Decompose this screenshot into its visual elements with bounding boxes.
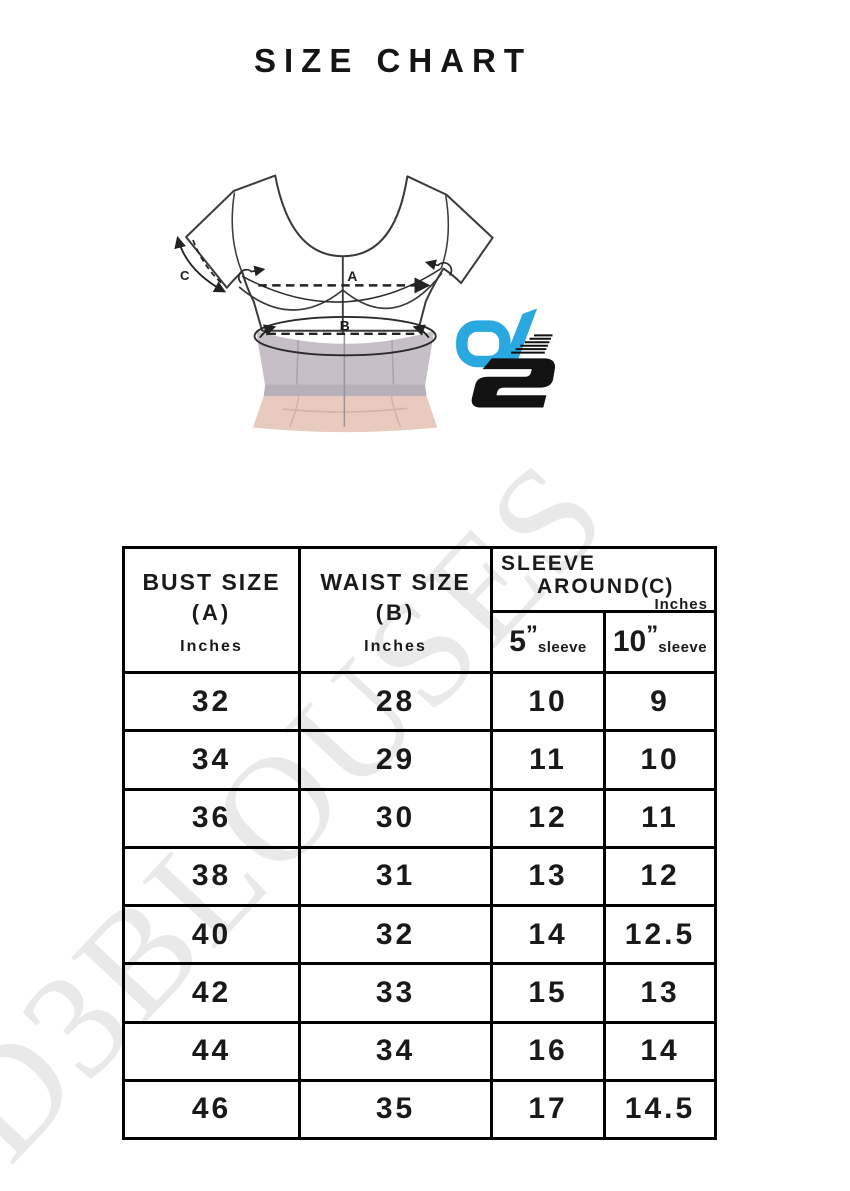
table-cell-sleeve5: 16	[493, 1020, 606, 1079]
table-cell-sleeve10: 11	[606, 787, 714, 846]
table-cell-sleeve10: 9	[606, 671, 714, 729]
table-cell-waist: 33	[301, 962, 493, 1021]
header-sleeve-5in: 5” sleeve	[493, 613, 606, 671]
table-cell-sleeve10: 13	[606, 962, 714, 1020]
sleeve-label: C	[180, 268, 190, 283]
table-cell-sleeve10: 12	[606, 845, 714, 904]
table-cell-sleeve5: 11	[493, 729, 606, 788]
logo-speed-lines	[511, 334, 553, 354]
table-cell-bust: 38	[125, 845, 301, 904]
table-cell-bust: 42	[125, 962, 301, 1021]
bust-tape-end-left	[237, 265, 266, 284]
header-sleeve-unit: Inches	[654, 596, 708, 614]
waist-measure-group: B	[253, 315, 437, 357]
header-bust-unit: Inches	[180, 637, 243, 655]
table-cell-sleeve10: 10	[606, 729, 714, 787]
sleeve-arrow-curve	[174, 236, 227, 293]
bust-label: A	[347, 268, 357, 284]
skirt-seam-left	[289, 395, 300, 428]
page-title: SIZE CHART	[254, 42, 532, 79]
sleeve-5-label: sleeve	[537, 638, 587, 656]
header-waist-unit: Inches	[364, 637, 427, 655]
header-waist-title: WAIST SIZE	[320, 568, 471, 595]
mannequin-lower-body	[252, 330, 438, 433]
bust-tape-end-right	[424, 259, 453, 276]
size-table: BUST SIZE (A) Inches WAIST SIZE (B) Inch…	[122, 546, 717, 1140]
header-sleeve-subrow: 5” sleeve 10” sleeve	[493, 613, 714, 671]
table-cell-waist: 28	[301, 671, 493, 730]
waist-arrow-left	[259, 324, 277, 339]
table-cell-sleeve5: 17	[493, 1078, 606, 1137]
table-cell-bust: 40	[125, 904, 301, 963]
table-cell-waist: 35	[301, 1078, 493, 1137]
header-sleeve: SLEEVE AROUND(C) Inches 5” sleeve 10” slee…	[493, 549, 714, 671]
sleeve-10-label: sleeve	[658, 638, 708, 656]
table-cell-bust: 32	[125, 671, 301, 730]
table-cell-waist: 34	[301, 1020, 493, 1079]
table-cell-bust: 36	[125, 787, 301, 846]
table-cell-bust: 34	[125, 729, 301, 788]
header-waist-code: (B)	[375, 599, 416, 625]
armhole-seam-left	[231, 192, 243, 272]
header-bust-title: BUST SIZE	[142, 568, 281, 595]
table-cell-sleeve10: 14	[606, 1020, 714, 1079]
table-cell-waist: 29	[301, 729, 493, 788]
sleeve-5-number: 5	[509, 625, 526, 658]
torso-seam-right	[391, 339, 395, 385]
header-bust-code: (A)	[191, 599, 232, 625]
header-sleeve-10in: 10” sleeve	[606, 613, 714, 671]
table-cell-waist: 32	[301, 904, 493, 963]
table-cell-sleeve5: 15	[493, 962, 606, 1021]
table-cell-sleeve5: 12	[493, 787, 606, 846]
underbust-curve-right	[342, 272, 443, 310]
torso-seam-left	[295, 339, 300, 385]
table-cell-bust: 46	[125, 1078, 301, 1137]
blouse-outline-group	[185, 174, 494, 335]
sleeve-10-number: 10	[612, 625, 647, 658]
table-cell-sleeve10: 14.5	[606, 1078, 714, 1137]
blouse-measurement-diagram: A B C	[160, 120, 690, 480]
waist-arrow-right	[412, 324, 430, 339]
d3-logo	[456, 308, 555, 408]
header-sleeve-title: SLEEVE AROUND(C) Inches	[493, 549, 714, 613]
waist-label: B	[340, 318, 350, 334]
sleeve-measure-group: C	[174, 236, 227, 293]
table-cell-waist: 30	[301, 787, 493, 846]
underbust-curve-left	[238, 286, 344, 311]
sleeve-10-inch-mark: ”	[646, 621, 659, 648]
header-sleeve-line1: SLEEVE	[501, 552, 596, 575]
table-cell-waist: 31	[301, 845, 493, 904]
bust-measure-group: A	[237, 259, 453, 303]
header-waist: WAIST SIZE (B) Inches	[301, 549, 493, 671]
header-sleeve-code: (C)	[641, 574, 674, 598]
logo-d-stem	[501, 308, 538, 369]
table-cell-sleeve5: 10	[493, 671, 606, 730]
header-bust: BUST SIZE (A) Inches	[125, 549, 301, 671]
sleeve-5-inch-mark: ”	[525, 621, 538, 648]
logo-d-ring	[456, 320, 511, 368]
table-cell-sleeve5: 14	[493, 904, 606, 963]
table-cell-sleeve5: 13	[493, 845, 606, 904]
waist-tape-ellipse	[253, 315, 437, 357]
skirt-seam-right	[390, 395, 402, 428]
blouse-diagram-svg: A B C	[174, 174, 555, 433]
table-cell-sleeve10: 12.5	[606, 904, 714, 962]
header-sleeve-line2: AROUND(C)	[537, 574, 674, 598]
logo-3-glyph	[471, 358, 555, 408]
table-cell-bust: 44	[125, 1020, 301, 1079]
